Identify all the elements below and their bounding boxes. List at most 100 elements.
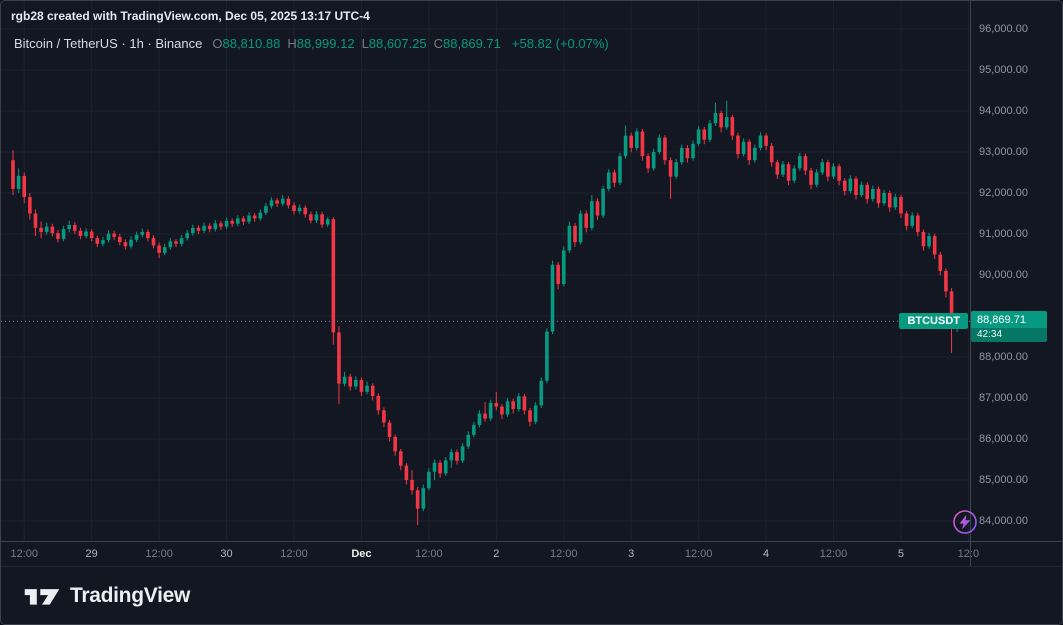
time-tick-label: Dec	[351, 548, 372, 560]
candle-body	[803, 156, 808, 171]
candle-body	[904, 213, 909, 226]
ohlc-open-label: O	[212, 36, 223, 51]
ohlc-close-value: 88,869.71	[443, 36, 501, 51]
candle-body	[78, 230, 83, 237]
price-tick-label: 95,000.00	[979, 64, 1028, 76]
brand-name: TradingView	[70, 583, 191, 607]
candle-body	[258, 212, 263, 219]
candle-body	[101, 240, 105, 244]
candle-body	[185, 233, 190, 239]
candle-body	[264, 206, 268, 213]
candle-body	[11, 160, 15, 189]
boost-button[interactable]	[952, 509, 978, 535]
symbol-title[interactable]: Bitcoin / TetherUS · 1h · Binance	[14, 36, 203, 51]
candle-body	[724, 117, 729, 128]
candle-body	[50, 226, 55, 234]
candle-body	[191, 227, 195, 234]
candlestick-chart[interactable]	[1, 1, 971, 542]
tradingview-logo-link[interactable]: TradingView	[23, 583, 190, 609]
candle-body	[887, 193, 892, 208]
price-tick-label: 96,000.00	[979, 23, 1028, 35]
candle-body	[556, 264, 560, 285]
candle-body	[517, 396, 521, 410]
lightning-icon	[953, 510, 977, 534]
candle-body	[449, 452, 454, 461]
candle-body	[618, 156, 622, 183]
candle-body	[657, 137, 662, 152]
candle-body	[219, 223, 223, 227]
candle-body	[488, 402, 493, 419]
symbol-price-flag: BTCUSDT	[899, 313, 968, 330]
candle-body	[916, 215, 920, 232]
candle-body	[241, 218, 246, 222]
time-tick-label: 12:00	[549, 548, 578, 560]
candle-body	[528, 410, 532, 422]
candle-body	[854, 178, 858, 196]
candle-body	[196, 227, 201, 231]
time-axis[interactable]: 12:00 29 12:00 30 12:00 Dec 12:00 2 12:00 3 12:00 4…	[1, 541, 1062, 567]
time-tick-label: 12:00	[819, 548, 848, 560]
price-tick-label: 90,000.00	[979, 269, 1028, 281]
candle-body	[252, 215, 257, 219]
price-tick-label: 85,000.00	[979, 474, 1028, 486]
footer-bar: TradingView	[1, 566, 1062, 624]
candle-body	[112, 233, 116, 237]
candle-body	[747, 141, 752, 161]
time-tick-label: 4	[763, 548, 770, 560]
candle-body	[168, 241, 173, 248]
candle-body	[22, 175, 27, 198]
candle-body	[612, 172, 617, 183]
candle-body	[758, 135, 763, 148]
time-tick-label: 30	[220, 548, 233, 560]
candle-body	[123, 242, 128, 247]
candle-body	[320, 214, 324, 225]
candle-body	[944, 270, 948, 292]
candle-body	[876, 188, 881, 204]
price-axis[interactable]: 88,869.71 42:34 96,000.00 95,000.00 94,000…	[970, 1, 1062, 566]
last-price-badge: 88,869.71 42:34	[971, 311, 1047, 343]
candle-body	[179, 238, 184, 244]
price-change: +58.82 (+0.07%)	[511, 36, 609, 51]
ohlc-high-value: 88,999.12	[296, 36, 355, 51]
candle-body	[292, 205, 296, 212]
price-tick-label: 86,000.00	[979, 433, 1028, 445]
candle-body	[736, 135, 740, 155]
candle-body	[404, 465, 409, 480]
time-tick-label: 3	[628, 548, 635, 560]
candle-body	[73, 224, 77, 231]
candle-body	[831, 166, 836, 177]
candle-body	[899, 197, 903, 214]
candle-body	[663, 137, 667, 161]
ohlc-legend: Bitcoin / TetherUS · 1h · Binance O88,81…	[14, 36, 609, 51]
candle-body	[202, 225, 206, 231]
candle-body	[820, 162, 825, 173]
price-tick-label: 91,000.00	[979, 228, 1028, 240]
candle-body	[533, 405, 538, 422]
candle-body	[601, 188, 605, 216]
candle-body	[500, 406, 504, 415]
candle-body	[635, 131, 639, 148]
candle-body	[117, 236, 122, 243]
candle-body	[539, 380, 544, 406]
candle-body	[438, 462, 442, 474]
candle-body	[443, 460, 448, 474]
candle-body	[269, 200, 274, 207]
price-tick-label: 94,000.00	[979, 105, 1028, 117]
candle-body	[713, 113, 718, 124]
candle-body	[303, 207, 308, 215]
candle-body	[679, 147, 684, 163]
last-price-value: 88,869.71	[977, 314, 1026, 327]
candle-body	[567, 225, 572, 251]
candle-body	[809, 170, 813, 185]
price-tick-label: 92,000.00	[979, 187, 1028, 199]
price-tick-label: 88,000.00	[979, 351, 1028, 363]
candle-body	[140, 231, 145, 235]
candle-body	[39, 227, 43, 232]
price-tick-label: 84,000.00	[979, 515, 1028, 527]
candle-body	[483, 413, 487, 419]
price-tick-label: 93,000.00	[979, 146, 1028, 158]
ohlc-high-label: H	[287, 36, 297, 51]
candle-body	[511, 401, 515, 410]
candle-body	[365, 385, 369, 392]
